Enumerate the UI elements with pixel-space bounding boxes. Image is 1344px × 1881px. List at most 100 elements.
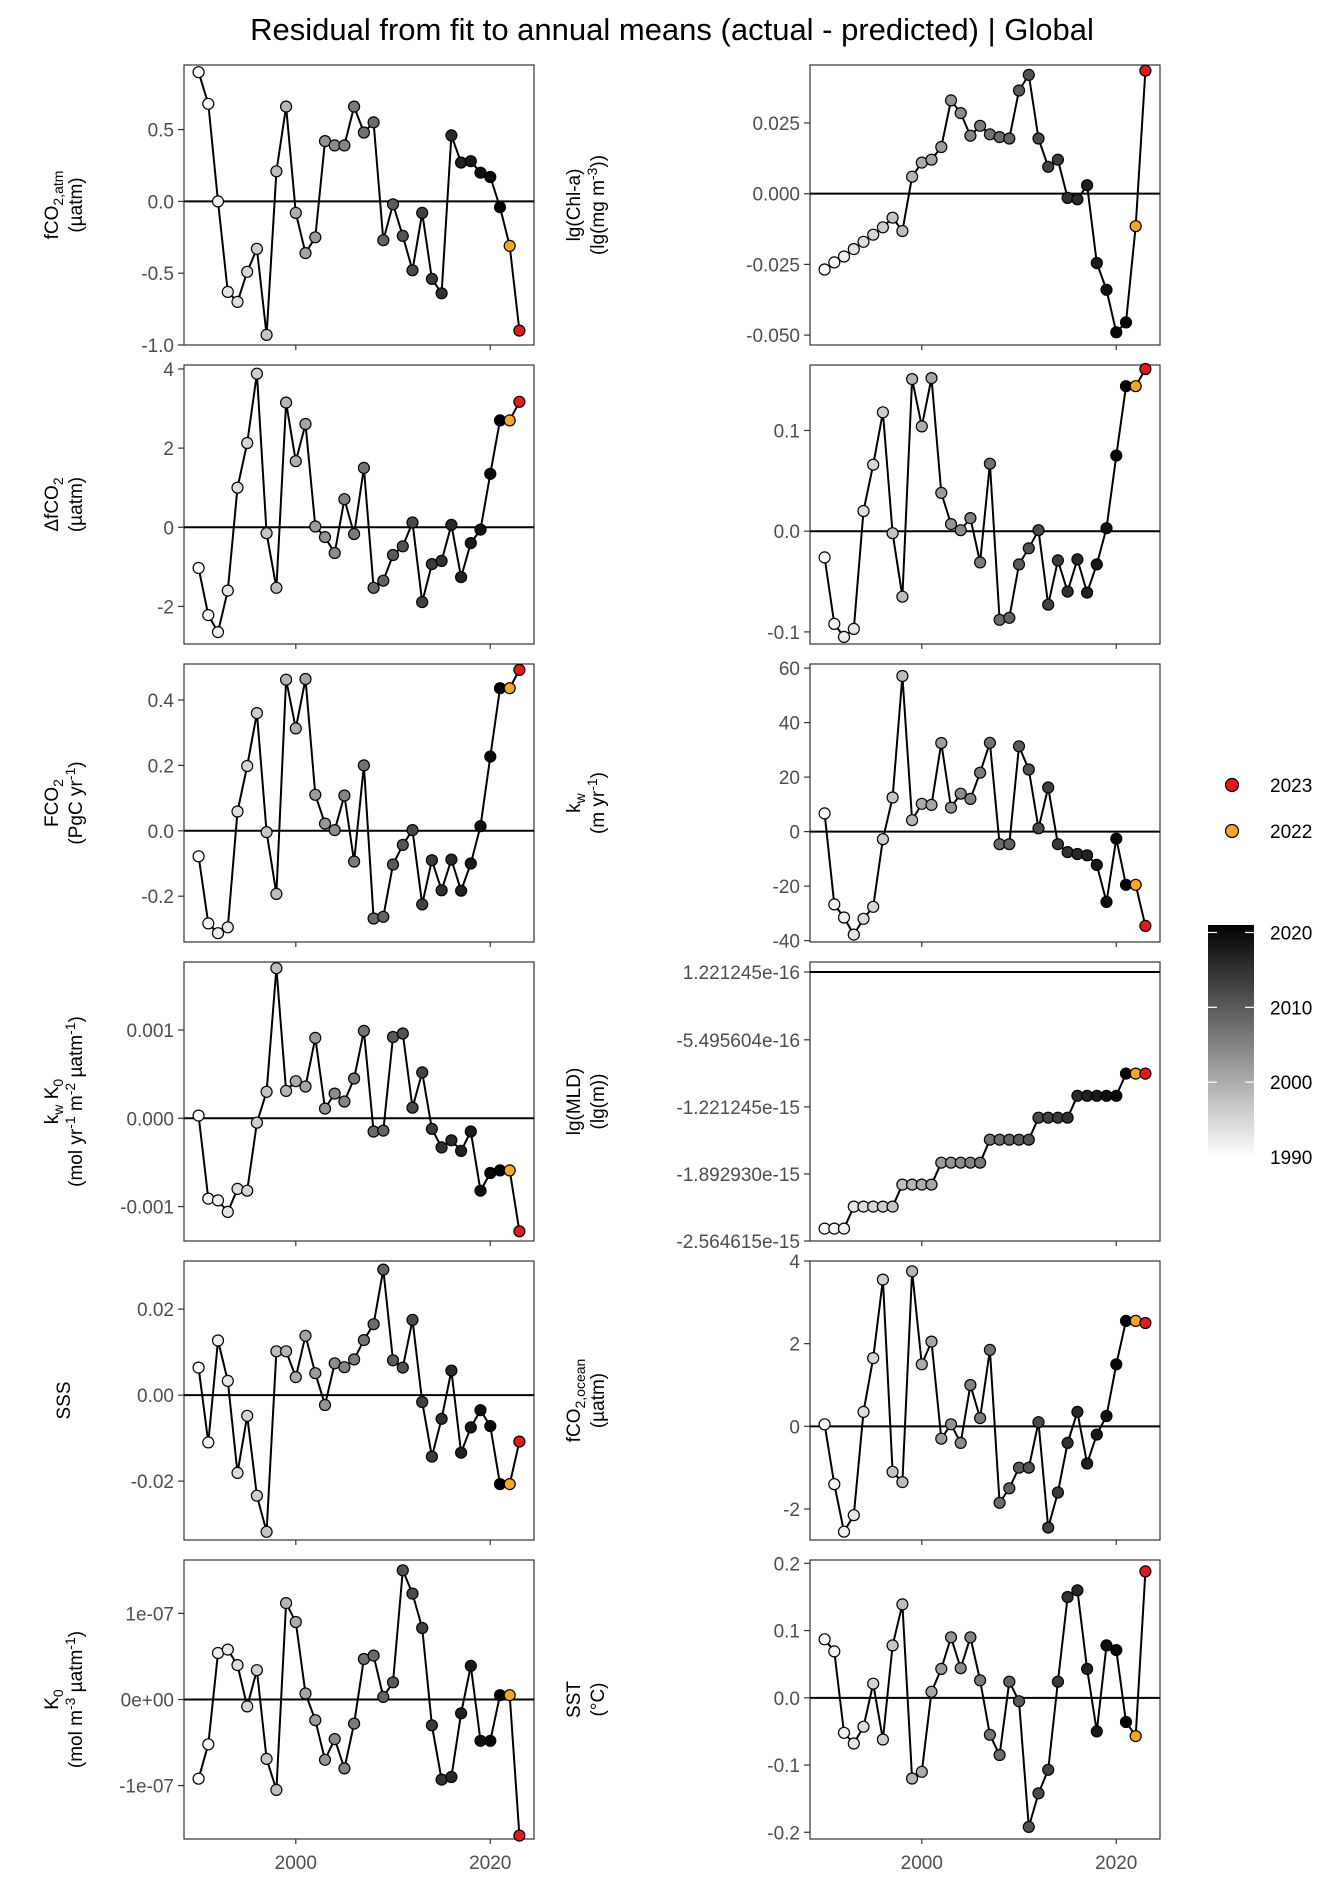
data-point-2003	[944, 94, 958, 107]
y-axis-label-part: m	[66, 1095, 87, 1116]
data-point-2015	[1061, 1111, 1074, 1124]
data-point-2023	[513, 1225, 526, 1238]
data-point-1992	[211, 625, 225, 639]
data-point-1992	[837, 250, 851, 263]
data-point-2020	[1110, 1358, 1123, 1371]
data-point-2006	[973, 766, 987, 779]
colorbar-label-2020: 2020	[1270, 923, 1312, 944]
y-axis-label-part: SSS	[54, 1381, 75, 1419]
data-point-2001	[299, 672, 312, 686]
series-line	[197, 373, 521, 635]
data-point-2003	[318, 1102, 332, 1115]
y-tick-label: -0.2	[141, 887, 174, 908]
data-point-2010	[386, 1676, 400, 1689]
data-point-2000	[915, 1765, 928, 1778]
data-point-1992	[837, 1222, 851, 1235]
data-point-1994	[231, 805, 244, 818]
data-point-2019	[1100, 1409, 1113, 1423]
data-point-2000	[289, 1370, 302, 1384]
y-tick-label: -1.221245e-15	[676, 1098, 800, 1119]
data-point-2005	[338, 789, 351, 802]
data-point-2023	[1139, 1067, 1152, 1080]
data-point-2015	[1061, 191, 1074, 204]
y-axis-label-part: )	[66, 1631, 87, 1637]
data-point-2006	[348, 527, 361, 541]
y-axis-label-part: (°C)	[588, 1683, 609, 1717]
data-point-2022	[503, 1689, 516, 1702]
y-tick-label: -2	[157, 597, 174, 618]
data-point-2011	[1022, 1461, 1035, 1474]
x-tick-label: 2000	[275, 1853, 317, 1874]
data-point-2006	[973, 119, 987, 132]
data-point-1993	[221, 1643, 234, 1656]
y-tick-label: 1e-07	[125, 1604, 174, 1625]
data-point-2004	[328, 1732, 341, 1746]
series-line	[823, 1571, 1147, 1828]
y-tick-label: 40	[779, 714, 800, 735]
y-axis-label: kw​(m yr-1​)	[564, 772, 609, 834]
y-tick-label: 0.4	[148, 691, 175, 712]
data-point-2020	[1110, 449, 1123, 462]
data-point-2010	[1012, 558, 1026, 571]
data-point-1995	[241, 1409, 254, 1422]
data-point-2022	[1129, 878, 1142, 891]
data-point-2008	[993, 613, 1006, 626]
data-point-2017	[1080, 1662, 1094, 1676]
data-point-2015	[1061, 1590, 1074, 1604]
panel-kw_k0: 0.001 0.000 -0.001 kw​ K0​(mol yr-1​ m-2​ µ…	[42, 961, 535, 1246]
y-tick-label: 2	[789, 1335, 800, 1356]
data-point-1998	[896, 224, 909, 238]
y-axis-label-part: ))	[588, 155, 609, 168]
figure-title: Residual from fit to annual means (actua…	[250, 12, 1094, 47]
data-point-1997	[886, 791, 899, 804]
y-tick-label: 0	[163, 518, 174, 539]
y-tick-label: 0.2	[774, 1554, 800, 1575]
data-point-2007	[357, 461, 370, 474]
data-point-2004	[954, 1436, 967, 1450]
data-point-2019	[1100, 522, 1113, 535]
data-point-2002	[309, 788, 322, 801]
panels: 0.50.0-0.5-1.0fCO2,atm​(µatm)0.0250.000-…	[42, 64, 1161, 1874]
data-point-2013	[1042, 160, 1055, 173]
data-point-1996	[250, 367, 263, 380]
data-point-1995	[241, 1700, 254, 1713]
y-tick-label: -0.050	[746, 326, 800, 347]
data-point-2007	[357, 759, 370, 772]
data-point-1997	[886, 211, 899, 224]
data-point-2019	[1100, 1639, 1113, 1652]
data-point-2018	[464, 857, 477, 870]
data-point-1993	[221, 1205, 234, 1219]
data-point-2022	[1129, 380, 1142, 393]
panel-sss: 0.02 0.00 -0.02 SSS	[54, 1260, 535, 1545]
series-line	[197, 71, 521, 336]
data-point-1997	[260, 825, 273, 839]
data-point-1993	[847, 622, 860, 636]
data-point-1993	[221, 1374, 234, 1388]
data-point-1998	[896, 1475, 909, 1489]
data-point-2018	[1090, 1725, 1103, 1738]
data-point-2005	[338, 1361, 351, 1374]
y-tick-label: 0.025	[752, 114, 800, 135]
data-point-1990	[818, 1418, 831, 1431]
y-axis-label-part: w	[50, 1104, 66, 1116]
y-axis-label-part: -1	[62, 1116, 78, 1129]
data-point-2003	[318, 1753, 332, 1766]
y-axis-label-part: 2,atm	[50, 171, 66, 206]
data-point-2003	[318, 1398, 332, 1412]
y-axis-label-part: 0	[50, 1079, 66, 1087]
data-point-2018	[1090, 858, 1103, 872]
data-point-2010	[1012, 84, 1026, 97]
y-axis-label-part: (lg(mg m	[588, 180, 609, 255]
data-point-1999	[280, 100, 293, 113]
data-point-2006	[973, 1674, 987, 1687]
y-axis-label-part: -1	[62, 1022, 78, 1035]
colorbar	[1208, 925, 1254, 1157]
y-tick-label: -0.5	[141, 264, 174, 285]
data-point-2012	[1032, 132, 1045, 145]
y-tick-label: 0.000	[126, 1109, 174, 1130]
data-point-2023	[513, 663, 526, 677]
data-point-2023	[513, 1829, 526, 1842]
y-tick-label: 1.221245e-16	[683, 963, 800, 984]
data-point-2012	[1032, 524, 1045, 537]
